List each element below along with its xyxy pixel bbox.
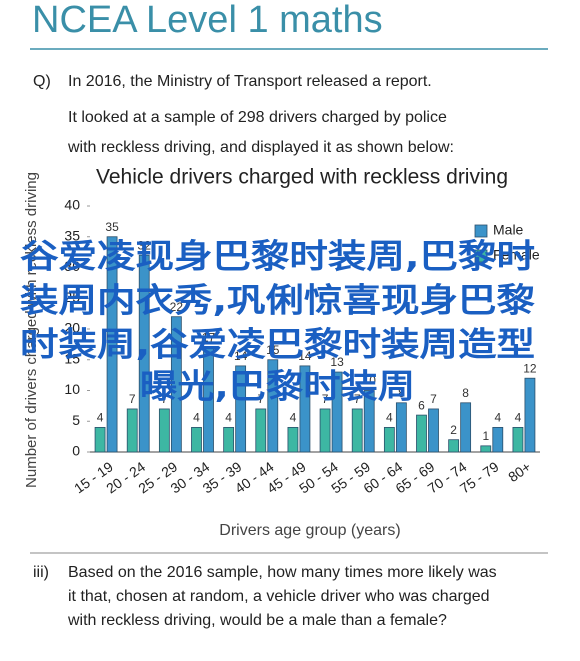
y-tick-label: 5 [72, 412, 80, 428]
bar [138, 254, 150, 453]
x-axis-title: Drivers age group (years) [219, 522, 400, 539]
bar [480, 445, 492, 453]
bar [331, 371, 343, 453]
value-label: 7 [161, 392, 168, 406]
value-label: 14 [234, 349, 248, 363]
y-tick-label: 35 [64, 227, 80, 243]
question-label: Q) [33, 73, 51, 90]
bar [428, 408, 439, 453]
y-tick-label: 30 [64, 258, 80, 274]
legend-swatch [474, 249, 488, 263]
y-tick-label: 25 [64, 289, 80, 305]
value-label: 4 [193, 411, 200, 425]
value-label: 22 [170, 300, 184, 314]
value-label: 17 [202, 331, 216, 345]
value-label: 4 [494, 411, 501, 425]
value-label: 32 [138, 238, 152, 252]
value-label: 12 [523, 361, 537, 375]
question-line: It looked at a sample of 298 drivers cha… [68, 109, 447, 126]
value-label: 4 [225, 411, 232, 425]
value-label: 4 [515, 411, 522, 425]
bar [223, 426, 235, 453]
value-label: 10 [363, 374, 377, 388]
question2-line: Based on the 2016 sample, how many times… [68, 564, 497, 581]
question-line: with reckless driving, and displayed it … [67, 139, 454, 156]
bar [512, 426, 524, 453]
y-tick-label: 10 [64, 381, 80, 397]
header-title: NCEA Level 1 maths [32, 0, 383, 41]
value-label: 8 [398, 386, 405, 400]
legend-label: Male [493, 222, 524, 238]
question2-line: it that, chosen at random, a vehicle dri… [68, 588, 490, 605]
question2-line: with reckless driving, would be a male t… [67, 612, 447, 629]
value-label: 7 [430, 392, 437, 406]
bar [158, 408, 170, 453]
bar [191, 426, 202, 453]
value-label: 15 [266, 343, 280, 357]
legend-swatch [474, 224, 488, 238]
chart: 0 5 10 15 20 25 30 35 40 Number of drivers charge… [23, 172, 540, 539]
value-label: 7 [354, 392, 361, 406]
bar [203, 347, 214, 453]
question2-text: Based on the 2016 sample, how many times… [67, 564, 497, 629]
value-label: 35 [105, 220, 119, 234]
bar [287, 426, 299, 453]
value-label: 7 [257, 392, 264, 406]
watermark-line: 曝光,巴黎时装周 [140, 367, 415, 406]
bar [395, 402, 407, 453]
value-label: 2 [450, 423, 457, 437]
watermark-line: 谷爱凌现身巴黎时装周,巴黎时 [20, 237, 535, 276]
bar [383, 426, 395, 453]
value-label: 7 [322, 392, 329, 406]
value-label: 4 [97, 411, 104, 425]
bar [492, 426, 504, 453]
value-label: 6 [418, 398, 425, 412]
bar [319, 408, 331, 453]
bar [460, 402, 472, 453]
y-tick-label: 0 [72, 443, 80, 459]
bar [255, 408, 267, 453]
bar [126, 408, 138, 453]
bar [448, 439, 460, 453]
legend-label: Female [493, 247, 540, 263]
bar [267, 359, 279, 453]
bar [106, 236, 118, 453]
value-label: 4 [290, 411, 297, 425]
bar [524, 377, 536, 453]
y-tick-label: 40 [64, 197, 80, 213]
chart-title: Vehicle drivers charged with reckless dr… [96, 166, 508, 189]
question-line: In 2016, the Ministry of Transport relea… [68, 73, 432, 90]
question2-label: iii) [33, 564, 49, 581]
question-text: In 2016, the Ministry of Transport relea… [67, 73, 454, 156]
bar [235, 365, 247, 453]
value-label: 13 [330, 355, 344, 369]
watermark-line: 时装周,谷爱凌巴黎时装周造型 [20, 325, 535, 364]
value-label: 1 [482, 429, 489, 443]
bar [351, 408, 363, 453]
bar [416, 414, 427, 453]
value-label: 7 [129, 392, 136, 406]
bar [299, 365, 311, 453]
bar [170, 316, 182, 453]
value-label: 8 [462, 386, 469, 400]
value-label: 4 [386, 411, 393, 425]
y-axis-title: Number of drivers charged with reckless … [23, 172, 40, 488]
bar [363, 390, 375, 453]
x-tick-label: 80+ [505, 458, 534, 485]
y-tick-label: 15 [64, 350, 80, 366]
watermark-line: 装周内衣秀,巩俐惊喜现身巴黎 [20, 281, 535, 320]
bar [94, 426, 106, 453]
value-label: 14 [298, 349, 312, 363]
watermark: 谷爱凌现身巴黎时装周,巴黎时装周内衣秀,巩俐惊喜现身巴黎时装周,谷爱凌巴黎时装周… [20, 237, 535, 406]
y-tick-label: 20 [64, 320, 80, 336]
